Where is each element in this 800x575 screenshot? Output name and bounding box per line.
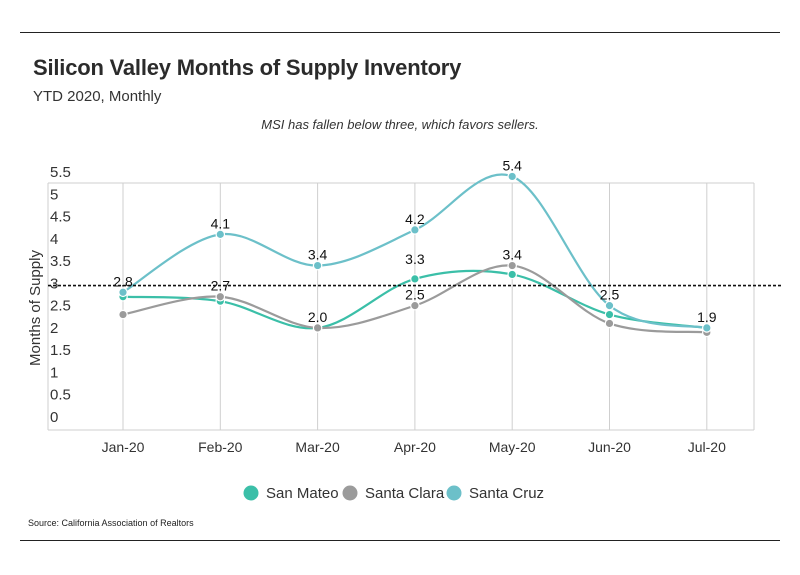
data-label: 2.8	[113, 273, 133, 289]
data-label: 2.7	[211, 278, 231, 294]
data-point-santa-cruz	[604, 300, 615, 311]
y-axis-ticks: 0 0.5 1 1.5 2 2.5 3 3.5 4 4.5 5 5.5	[50, 164, 71, 426]
data-labels: 2.8 4.1 2.7 3.4 2.0 4.2 3.3 2.5 5.4 3.4 2.5 1.9	[113, 157, 716, 324]
legend-label-santa-cruz: Santa Cruz	[469, 485, 544, 502]
y-tick-label: 3.5	[50, 253, 71, 270]
legend-label-santa-clara: Santa Clara	[365, 485, 445, 502]
data-label: 1.9	[697, 309, 717, 325]
data-label: 4.1	[211, 215, 231, 231]
data-label: 2.5	[600, 287, 620, 303]
data-point-santa-clara	[118, 309, 128, 320]
legend-marker-santa-cruz	[446, 485, 462, 501]
data-point-santa-clara	[312, 323, 323, 333]
y-tick-label: 3	[50, 275, 58, 292]
data-point-santa-cruz	[410, 225, 420, 235]
data-label: 2.5	[405, 287, 425, 303]
data-label: 3.4	[308, 247, 328, 263]
data-point-san-mateo	[507, 269, 517, 280]
chart-title: Silicon Valley Months of Supply Inventor…	[33, 55, 462, 80]
x-axis-ticks: Jan-20 Feb-20 Mar-20 Apr-20 May-20 Jun-20 Jul-…	[102, 439, 726, 455]
x-tick-label: Jul-20	[688, 439, 726, 455]
series-santa-clara	[118, 260, 712, 338]
data-label: 5.4	[502, 157, 522, 173]
data-point-santa-clara	[215, 291, 226, 302]
data-label: 2.0	[308, 309, 328, 325]
y-tick-label: 5.5	[50, 164, 71, 181]
y-tick-label: 0	[50, 409, 58, 426]
data-point-san-mateo	[604, 309, 615, 320]
data-point-santa-cruz	[215, 229, 226, 240]
bottom-rule	[20, 540, 780, 541]
series-santa-cruz	[118, 171, 712, 333]
data-point-san-mateo	[410, 274, 420, 284]
y-tick-label: 1.5	[50, 342, 71, 359]
y-tick-label: 2.5	[50, 298, 71, 315]
data-label: 3.3	[405, 251, 425, 267]
data-point-santa-cruz	[312, 260, 323, 271]
y-tick-label: 1	[50, 364, 58, 381]
chart-annotation: MSI has fallen below three, which favors…	[261, 117, 539, 132]
chart-subtitle: YTD 2020, Monthly	[33, 88, 162, 105]
y-tick-label: 2	[50, 320, 58, 337]
y-tick-label: 4.5	[50, 209, 71, 226]
legend-marker-san-mateo	[243, 485, 259, 501]
data-point-santa-cruz	[507, 171, 517, 182]
data-label: 4.2	[405, 211, 425, 227]
legend: San Mateo Santa Clara Santa Cruz	[243, 485, 544, 502]
data-label: 3.4	[502, 247, 522, 263]
data-point-santa-clara	[604, 318, 615, 329]
y-tick-label: 5	[50, 186, 58, 203]
x-tick-label: Apr-20	[394, 439, 436, 455]
data-point-santa-clara	[410, 300, 420, 311]
x-tick-label: May-20	[489, 439, 536, 455]
y-tick-label: 0.5	[50, 387, 71, 404]
y-axis-label: Months of Supply	[27, 250, 44, 366]
data-point-santa-cruz	[701, 323, 712, 333]
legend-label-san-mateo: San Mateo	[266, 485, 339, 502]
data-point-santa-cruz	[118, 287, 128, 298]
x-tick-label: Feb-20	[198, 439, 243, 455]
y-tick-label: 4	[50, 231, 58, 248]
x-tick-label: Jan-20	[102, 439, 145, 455]
source-note: Source: California Association of Realto…	[28, 518, 194, 528]
x-tick-label: Jun-20	[588, 439, 631, 455]
legend-marker-santa-clara	[342, 485, 358, 501]
x-tick-label: Mar-20	[295, 439, 340, 455]
data-point-santa-clara	[507, 260, 517, 271]
top-rule	[20, 32, 780, 33]
